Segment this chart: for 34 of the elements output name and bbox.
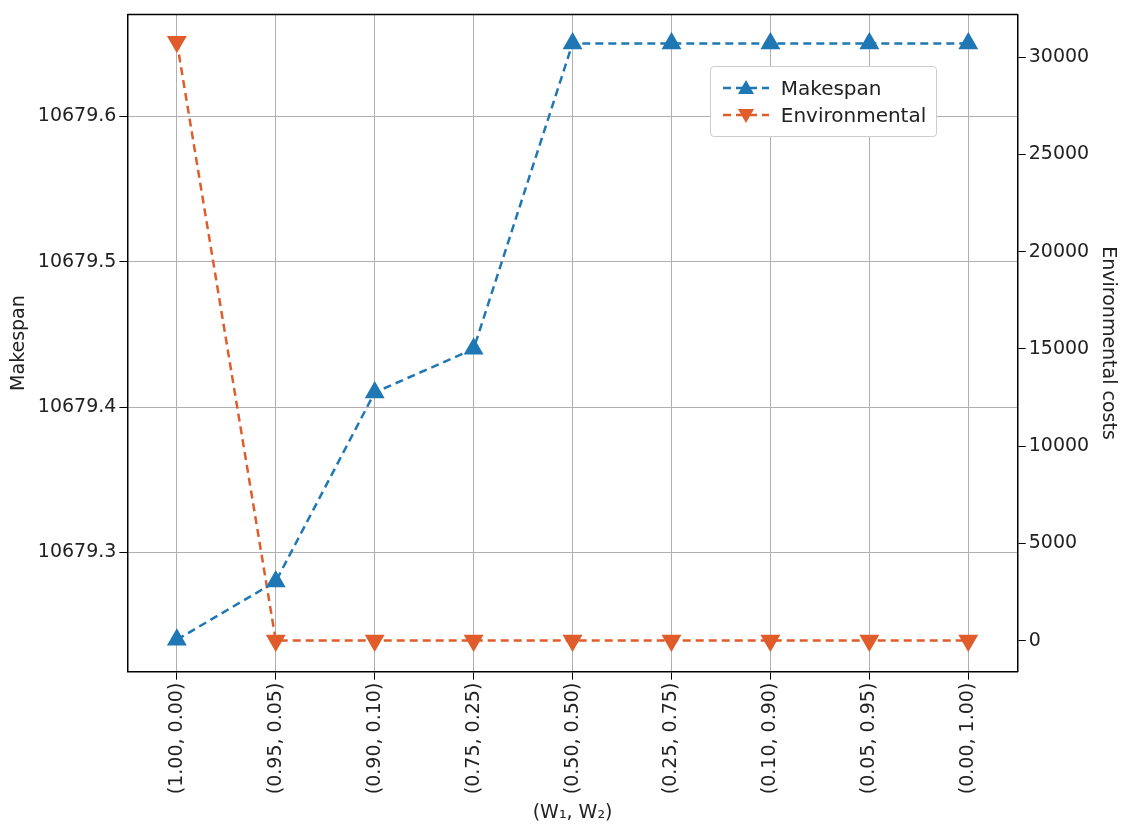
- x-tick-label: (0.10, 0.90): [757, 682, 780, 795]
- x-tick-label: (0.75, 0.25): [460, 682, 483, 795]
- point: [563, 33, 582, 50]
- y2-tick-label: 15000: [1028, 335, 1090, 358]
- x-tick-label: (1.00, 0.00): [163, 682, 186, 795]
- y-tick-label: 10679.3: [37, 539, 117, 562]
- point: [662, 33, 681, 50]
- y2-tick-label: 30000: [1028, 44, 1090, 67]
- x-tick-label: (0.95, 0.05): [262, 682, 285, 795]
- y-tick-label: 10679.4: [37, 393, 117, 416]
- point: [365, 382, 384, 399]
- x-tick-label: (0.00, 1.00): [955, 682, 978, 795]
- y-axis-title: Makespan: [6, 295, 29, 391]
- x-tick-label: (0.90, 0.10): [361, 682, 384, 795]
- point: [266, 571, 285, 588]
- point: [959, 33, 978, 50]
- point: [761, 33, 780, 50]
- y2-tick-label: 0: [1028, 627, 1041, 650]
- y2-tick-label: 10000: [1028, 433, 1090, 456]
- y2-tick-label: 25000: [1028, 141, 1090, 164]
- point: [860, 33, 879, 50]
- point: [464, 338, 483, 355]
- x-axis-title: (W₁, W₂): [532, 799, 613, 822]
- y2-tick-label: 20000: [1028, 238, 1090, 261]
- point: [167, 629, 186, 646]
- y2-axis-title: Environmental costs: [1098, 246, 1121, 440]
- x-tick-label: (0.05, 0.95): [856, 682, 879, 795]
- x-tick-label: (0.50, 0.50): [559, 682, 582, 795]
- y2-tick-label: 5000: [1028, 530, 1078, 553]
- legend-label: Environmental: [780, 103, 927, 128]
- y-tick-label: 10679.5: [37, 248, 117, 271]
- legend-label: Makespan: [780, 76, 882, 101]
- x-tick-label: (0.25, 0.75): [658, 682, 681, 795]
- y-tick-label: 10679.6: [37, 103, 117, 126]
